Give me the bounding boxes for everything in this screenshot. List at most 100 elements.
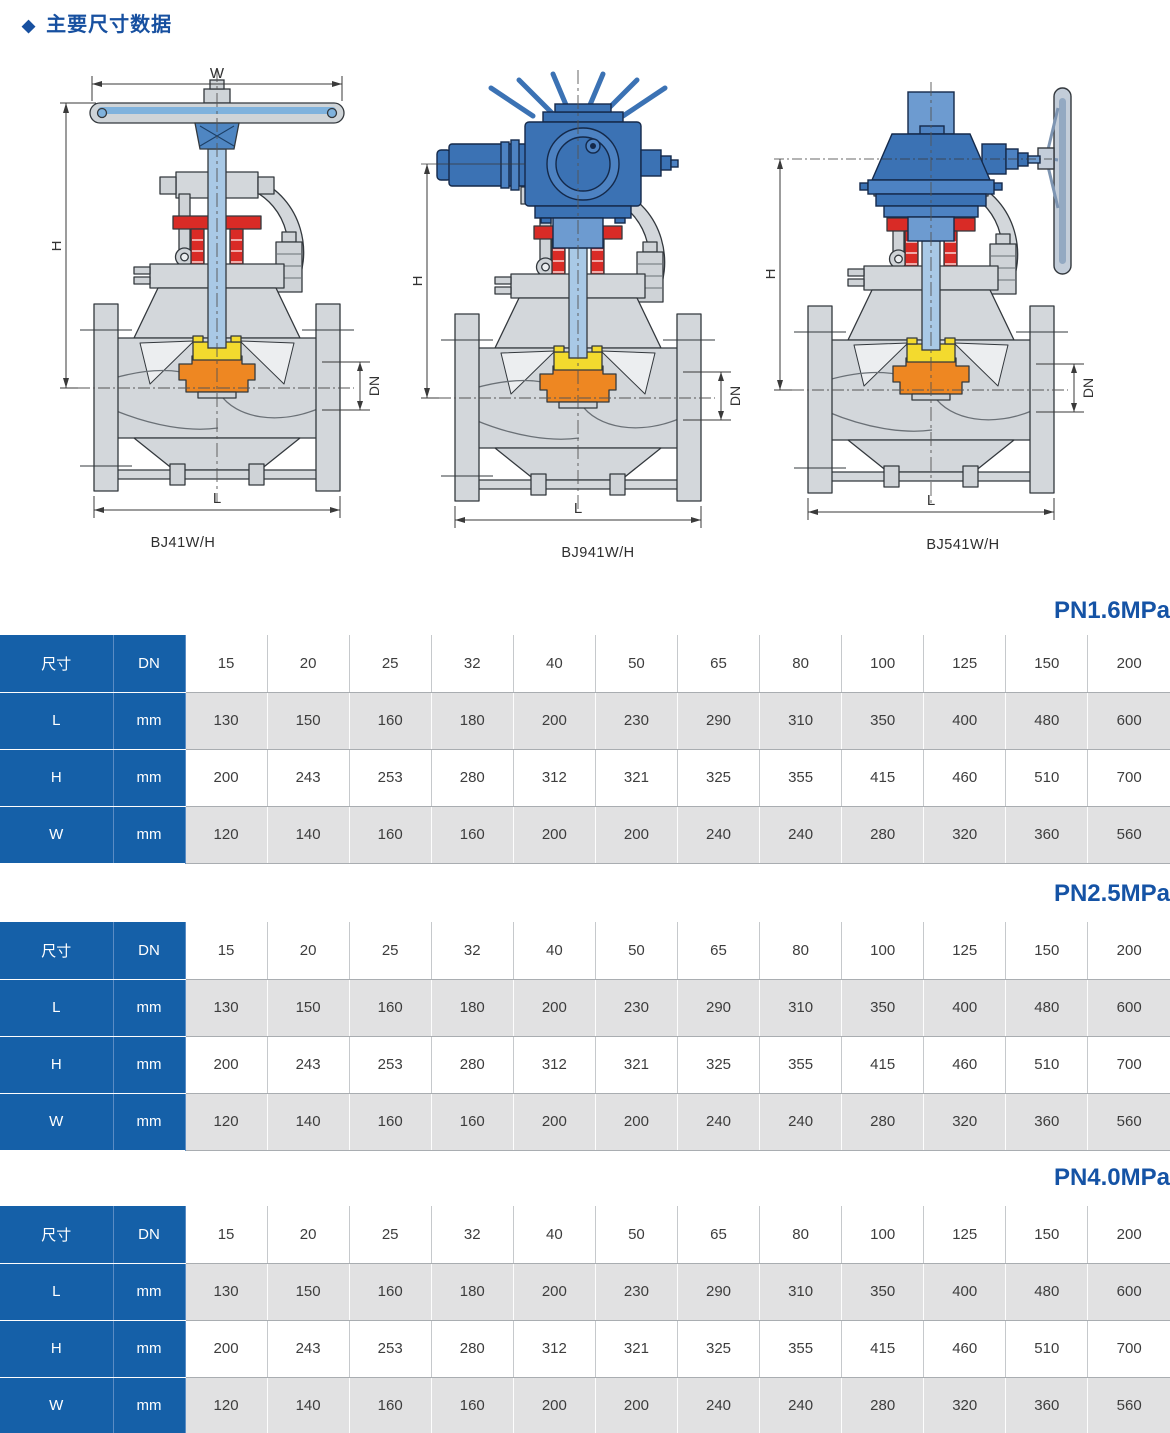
table-cell: 510 (1005, 1320, 1089, 1378)
table-cell: 360 (1005, 806, 1089, 864)
table-cell: 40 (513, 922, 596, 980)
table-cell: 100 (841, 635, 925, 693)
table-cell: 700 (1087, 1036, 1170, 1094)
row-unit-cell: mm (113, 1093, 186, 1150)
row-label-cell: W (0, 1377, 114, 1433)
table-cell: 120 (185, 806, 268, 864)
table-cell: 200 (513, 692, 596, 750)
table-cell: 253 (349, 749, 432, 807)
dim-label-dn: DN (727, 386, 743, 406)
table-cell: 50 (595, 635, 678, 693)
table-cell: 480 (1005, 1263, 1089, 1321)
table-cell: 415 (841, 1036, 925, 1094)
table-cell: 240 (677, 1093, 761, 1151)
table-cell: 560 (1087, 806, 1170, 864)
table-cell: 253 (349, 1320, 432, 1378)
valve-model-label: BJ941W/H (561, 545, 635, 561)
table-cell: 230 (595, 692, 678, 750)
table-cell: 200 (1087, 922, 1170, 980)
table-cell: 400 (923, 979, 1007, 1037)
table-cell: 360 (1005, 1377, 1089, 1433)
dim-label-l: L (574, 500, 582, 517)
table-cell: 400 (923, 692, 1007, 750)
table-cell: 240 (759, 1377, 843, 1433)
table-cell: 15 (185, 1206, 268, 1264)
dimension-w (91, 76, 343, 101)
table-cell: 280 (841, 1377, 925, 1433)
table-cell: 360 (1005, 1093, 1089, 1151)
table-cell: 355 (759, 1320, 843, 1378)
table-cell: 80 (759, 922, 843, 980)
table-cell: 150 (1005, 922, 1089, 980)
dim-label-h: H (52, 241, 65, 252)
table-cell: 200 (595, 1377, 678, 1433)
table-cell: 280 (841, 1093, 925, 1151)
row-label-cell: H (0, 1036, 114, 1094)
table-cell: 150 (267, 692, 350, 750)
table-cell: 160 (349, 1093, 432, 1151)
table-cell: 160 (349, 806, 432, 864)
dim-label-w: W (210, 65, 225, 82)
row-unit-cell: mm (113, 692, 186, 750)
table-cell: 560 (1087, 1093, 1170, 1151)
table-cell: 125 (923, 635, 1007, 693)
row-unit-cell: mm (113, 1036, 186, 1094)
table-cell: 400 (923, 1263, 1007, 1321)
dim-label-dn: DN (1080, 378, 1096, 398)
table-cell: 480 (1005, 692, 1089, 750)
table-cell: 160 (349, 1263, 432, 1321)
table-cell: 32 (431, 922, 514, 980)
section-heading-pn40: PN4.0MPa (1053, 1164, 1170, 1191)
table-cell: 200 (595, 1093, 678, 1151)
row-unit-cell: DN (113, 1206, 186, 1264)
row-label-cell: L (0, 692, 114, 750)
table-cell: 80 (759, 635, 843, 693)
table-row: 尺寸 DN 15 20 25 32 40 50 65 80 100 125 150 200 (0, 635, 1170, 693)
dim-label-l: L (927, 492, 935, 509)
table-cell: 243 (267, 1320, 350, 1378)
table-row: 尺寸 DN 15 20 25 32 40 50 65 80 100 125 150 200 (0, 922, 1170, 980)
table-cell: 600 (1087, 979, 1170, 1037)
table-cell: 350 (841, 1263, 925, 1321)
table-cell: 180 (431, 1263, 514, 1321)
table-cell: 510 (1005, 749, 1089, 807)
table-cell: 65 (677, 635, 761, 693)
row-label-cell: W (0, 1093, 114, 1150)
table-cell: 350 (841, 692, 925, 750)
table-cell: 230 (595, 1263, 678, 1321)
table-cell: 325 (677, 1320, 761, 1378)
table-cell: 355 (759, 1036, 843, 1094)
row-label-cell: 尺寸 (0, 635, 114, 693)
table-cell: 32 (431, 1206, 514, 1264)
table-cell: 150 (267, 979, 350, 1037)
dimension-h (60, 102, 96, 389)
table-cell: 253 (349, 1036, 432, 1094)
dim-label-dn: DN (366, 376, 382, 396)
section-heading-pn16: PN1.6MPa (1053, 597, 1170, 624)
table-cell: 140 (267, 806, 350, 864)
table-cell: 243 (267, 749, 350, 807)
table-cell: 280 (431, 1036, 514, 1094)
diamond-bullet-icon: ◆ (22, 16, 37, 35)
table-cell: 15 (185, 922, 268, 980)
table-cell: 321 (595, 1320, 678, 1378)
table-cell: 20 (267, 922, 350, 980)
table-cell: 160 (349, 692, 432, 750)
table-cell: 130 (185, 1263, 268, 1321)
table-cell: 160 (431, 1377, 514, 1433)
table-cell: 100 (841, 1206, 925, 1264)
table-cell: 312 (513, 1036, 596, 1094)
table-cell: 200 (1087, 635, 1170, 693)
table-cell: 355 (759, 749, 843, 807)
table-cell: 320 (923, 806, 1007, 864)
table-cell: 310 (759, 1263, 843, 1321)
dimension-h (774, 158, 1052, 391)
valve-figure-bj941: H DN L BJ941W/H (409, 56, 747, 561)
table-cell: 240 (677, 1377, 761, 1433)
table-cell: 280 (841, 806, 925, 864)
